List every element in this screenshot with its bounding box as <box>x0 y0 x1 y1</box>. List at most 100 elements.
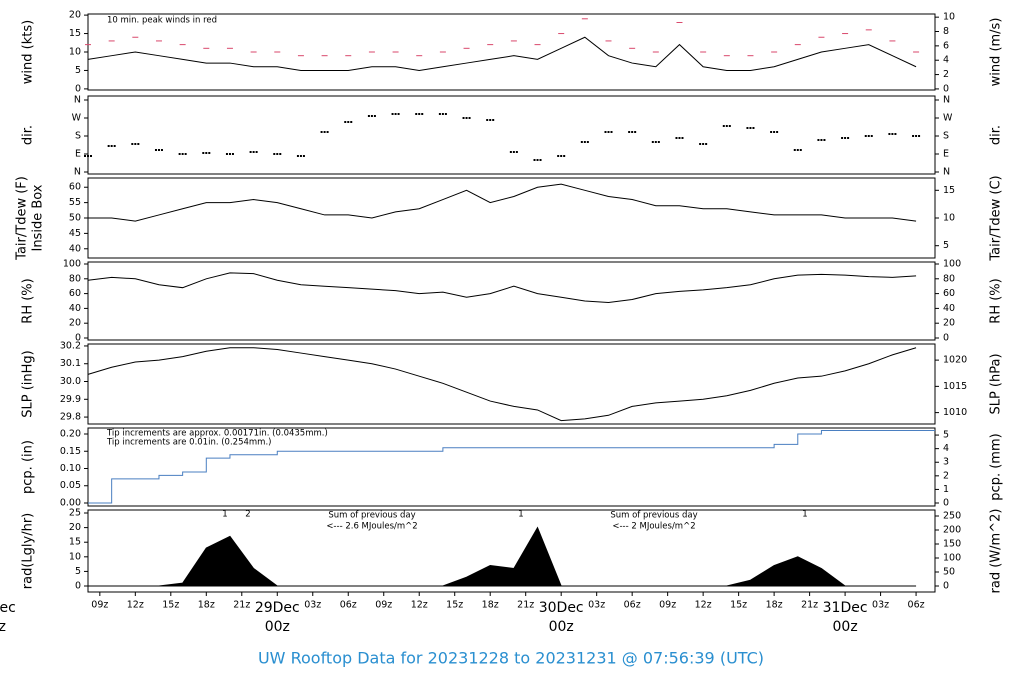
y-tick-label: 5 <box>75 566 81 577</box>
y2-tick-label: 1020 <box>943 355 967 366</box>
x-tick-label: 18z <box>482 600 499 611</box>
y-axis-label: Inside Box <box>31 184 46 251</box>
day-label: 29Dec <box>255 600 300 616</box>
x-tick-label: 03z <box>588 600 605 611</box>
day-label: 00z <box>0 619 6 635</box>
y-axis-label: wind (kts) <box>21 20 36 84</box>
x-tick-label: 21z <box>233 600 250 611</box>
y-tick-label: 60 <box>69 288 81 299</box>
x-tick-label: 15z <box>446 600 463 611</box>
annotation: Tip increments are 0.01in. (0.254mm.) <box>106 438 271 448</box>
step-line <box>88 430 935 504</box>
x-tick-label: 09z <box>375 600 392 611</box>
day-label: 00z <box>833 619 858 635</box>
y2-tick-label: 0 <box>943 581 949 592</box>
annotation: Sum of previous day <box>328 511 415 521</box>
x-tick-label: 15z <box>162 600 179 611</box>
y2-tick-label: 1010 <box>943 407 967 418</box>
day-label: 00z <box>265 619 290 635</box>
x-tick-label: 21z <box>517 600 534 611</box>
y-tick-label: 25 <box>69 508 81 519</box>
y2-tick-label: 5 <box>943 430 949 441</box>
y-tick-label: 100 <box>63 258 81 269</box>
y2-tick-label: 5 <box>943 240 949 251</box>
y-tick-label: 55 <box>69 197 81 208</box>
y-tick-label: 0.20 <box>60 429 81 440</box>
y-tick-label: 30.1 <box>60 358 81 369</box>
y-tick-label: 30.0 <box>60 376 81 387</box>
y2-tick-label: W <box>943 113 953 124</box>
y2-tick-label: 0 <box>943 333 949 344</box>
y2-tick-label: 150 <box>943 538 961 549</box>
y2-tick-label: N <box>943 167 950 178</box>
y2-tick-label: N <box>943 95 950 106</box>
x-tick-label: 09z <box>659 600 676 611</box>
line <box>87 36 917 71</box>
y2-tick-label: 6 <box>943 40 949 51</box>
y2-tick-label: E <box>943 149 949 160</box>
y2-tick-label: 0 <box>943 498 949 509</box>
y-axis-label: dir. <box>21 125 36 145</box>
y2-tick-label: 80 <box>943 273 955 284</box>
y-axis-label: rad(Lgly/hr) <box>21 513 36 589</box>
y2-tick-label: 50 <box>943 567 955 578</box>
y2-tick-label: 20 <box>943 318 955 329</box>
panel-frame <box>87 261 936 341</box>
y2-tick-label: 2 <box>943 69 949 80</box>
panel-frame <box>87 343 936 425</box>
area <box>88 526 917 587</box>
annotation: Sum of previous day <box>610 511 697 521</box>
x-tick-label: 03z <box>872 600 889 611</box>
y-tick-label: 10 <box>69 551 81 562</box>
y2-axis-label: rad (W/m^2) <box>989 509 1004 594</box>
x-tick-label: 06z <box>908 600 925 611</box>
y2-axis-label: RH (%) <box>989 278 1004 323</box>
panel-frame <box>87 177 936 259</box>
y-tick-label: 30.2 <box>60 340 81 351</box>
y-tick-label: 40 <box>69 243 81 254</box>
y2-tick-label: 10 <box>943 213 955 224</box>
y-tick-label: 80 <box>69 273 81 284</box>
y-axis-label: pcp. (in) <box>21 440 36 494</box>
y2-tick-label: 1 <box>943 484 949 495</box>
y2-tick-label: 15 <box>943 185 955 196</box>
y2-axis-label: SLP (hPa) <box>989 353 1004 414</box>
y2-axis-label: pcp. (mm) <box>989 433 1004 500</box>
y-tick-label: 0 <box>75 83 81 94</box>
x-tick-label: 21z <box>801 600 818 611</box>
y-tick-label: 20 <box>69 318 81 329</box>
y-axis-label: Tair/Tdew (F) <box>15 176 30 261</box>
x-tick-label: 12z <box>695 600 712 611</box>
y2-tick-label: S <box>943 131 949 142</box>
x-tick-label: 09z <box>91 600 108 611</box>
annotation: <--- 2 MJoules/m^2 <box>612 522 695 532</box>
y2-tick-label: 100 <box>943 258 961 269</box>
y-tick-label: 0.15 <box>60 446 81 457</box>
annotation: Tip increments are approx. 0.00171in. (0… <box>106 429 328 439</box>
y2-tick-label: 4 <box>943 55 949 66</box>
y-tick-label: 40 <box>69 303 81 314</box>
y2-tick-label: 40 <box>943 303 955 314</box>
y2-tick-label: 0 <box>943 83 949 94</box>
y2-tick-label: 60 <box>943 288 955 299</box>
y-tick-label: 0 <box>75 581 81 592</box>
x-tick-label: 03z <box>304 600 321 611</box>
y2-tick-label: 250 <box>943 510 961 521</box>
x-tick-label: 12z <box>127 600 144 611</box>
x-tick-label: 18z <box>766 600 783 611</box>
x-tick-label: 15z <box>730 600 747 611</box>
y2-tick-label: 4 <box>943 443 949 454</box>
y-tick-label: 20 <box>69 522 81 533</box>
y2-tick-label: 2 <box>943 470 949 481</box>
chart-title: UW Rooftop Data for 20231228 to 20231231… <box>258 649 764 668</box>
y-tick-label: 60 <box>69 182 81 193</box>
y-tick-label: 15 <box>69 537 81 548</box>
day-label: 30Dec <box>539 600 584 616</box>
x-tick-label: 12z <box>411 600 428 611</box>
panel-frame <box>87 509 936 593</box>
y2-tick-label: 8 <box>943 26 949 37</box>
y-tick-label: 0.00 <box>60 497 81 508</box>
line <box>87 272 917 303</box>
y-tick-label: 5 <box>75 65 81 76</box>
